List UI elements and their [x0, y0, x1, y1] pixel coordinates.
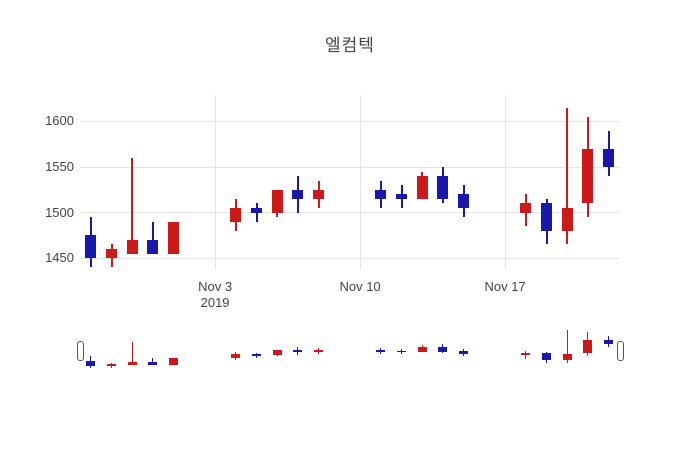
mini-candle-body — [169, 357, 179, 366]
mini-candle-wick — [566, 330, 568, 363]
mini-candle-body — [583, 339, 593, 354]
mini-candle-body — [231, 354, 241, 358]
candle-body — [603, 148, 615, 167]
x-tick-label: Nov 3 2019 — [198, 279, 233, 310]
x-tick-label: Nov 10 — [339, 279, 381, 294]
chart-title: 엘컴텍 — [325, 36, 375, 55]
candle-body — [292, 189, 304, 199]
candle-body — [168, 221, 180, 254]
mini-candle-body — [127, 361, 137, 366]
mini-candle-body — [252, 354, 261, 356]
mini-candle-body — [417, 346, 427, 353]
candle-body — [520, 203, 532, 213]
mini-candle-body — [107, 364, 116, 367]
candle-body — [416, 176, 428, 199]
mini-candle-wick — [131, 342, 133, 366]
candle-body — [85, 235, 97, 259]
range-slider-handle-left[interactable] — [76, 340, 84, 361]
gridline-vertical — [504, 95, 506, 270]
candle-body — [251, 208, 262, 213]
gridline-horizontal — [80, 257, 620, 259]
candle-wick — [131, 157, 134, 254]
y-tick-label: 1450 — [45, 250, 74, 266]
candle-body — [561, 208, 573, 231]
candle-body — [396, 194, 407, 199]
candle-wick — [566, 107, 569, 245]
mini-candle-body — [604, 339, 614, 345]
candle-body — [458, 194, 470, 209]
candle-body — [271, 189, 283, 213]
mini-candle-body — [272, 349, 282, 356]
candle-body — [230, 208, 242, 222]
mini-candle-body — [542, 353, 551, 360]
gridline-horizontal — [80, 166, 620, 168]
range-slider-handle-right[interactable] — [616, 340, 624, 361]
gridline-horizontal — [80, 212, 620, 214]
mini-candle-body — [397, 350, 406, 353]
candle-body — [437, 176, 449, 199]
y-tick-label: 1500 — [45, 204, 74, 220]
gridline-horizontal — [80, 120, 620, 122]
x-tick-label: Nov 17 — [484, 279, 526, 294]
candle-wick — [151, 221, 154, 254]
mini-candle-body — [314, 349, 324, 353]
candle-body — [582, 148, 594, 204]
mini-candle-body — [376, 349, 386, 353]
gridline-vertical — [214, 95, 216, 270]
mini-candle-body — [562, 354, 572, 360]
y-tick-label: 1600 — [45, 113, 74, 129]
mini-candle-body — [86, 360, 96, 367]
candle-body — [126, 239, 138, 254]
candle-wick — [255, 203, 258, 222]
mini-candle-body — [521, 353, 531, 356]
mini-candle-body — [148, 361, 158, 366]
gridline-vertical — [359, 95, 361, 270]
y-tick-label: 1550 — [45, 159, 74, 174]
candle-body — [313, 189, 325, 199]
candle-body — [147, 239, 159, 254]
candle-body — [106, 249, 117, 259]
candle-body — [541, 203, 552, 231]
mini-candle-body — [438, 346, 448, 353]
mini-candle-wick — [152, 357, 154, 366]
mini-candle-body — [459, 350, 469, 355]
mini-candle-body — [293, 349, 303, 353]
candle-body — [375, 189, 387, 199]
